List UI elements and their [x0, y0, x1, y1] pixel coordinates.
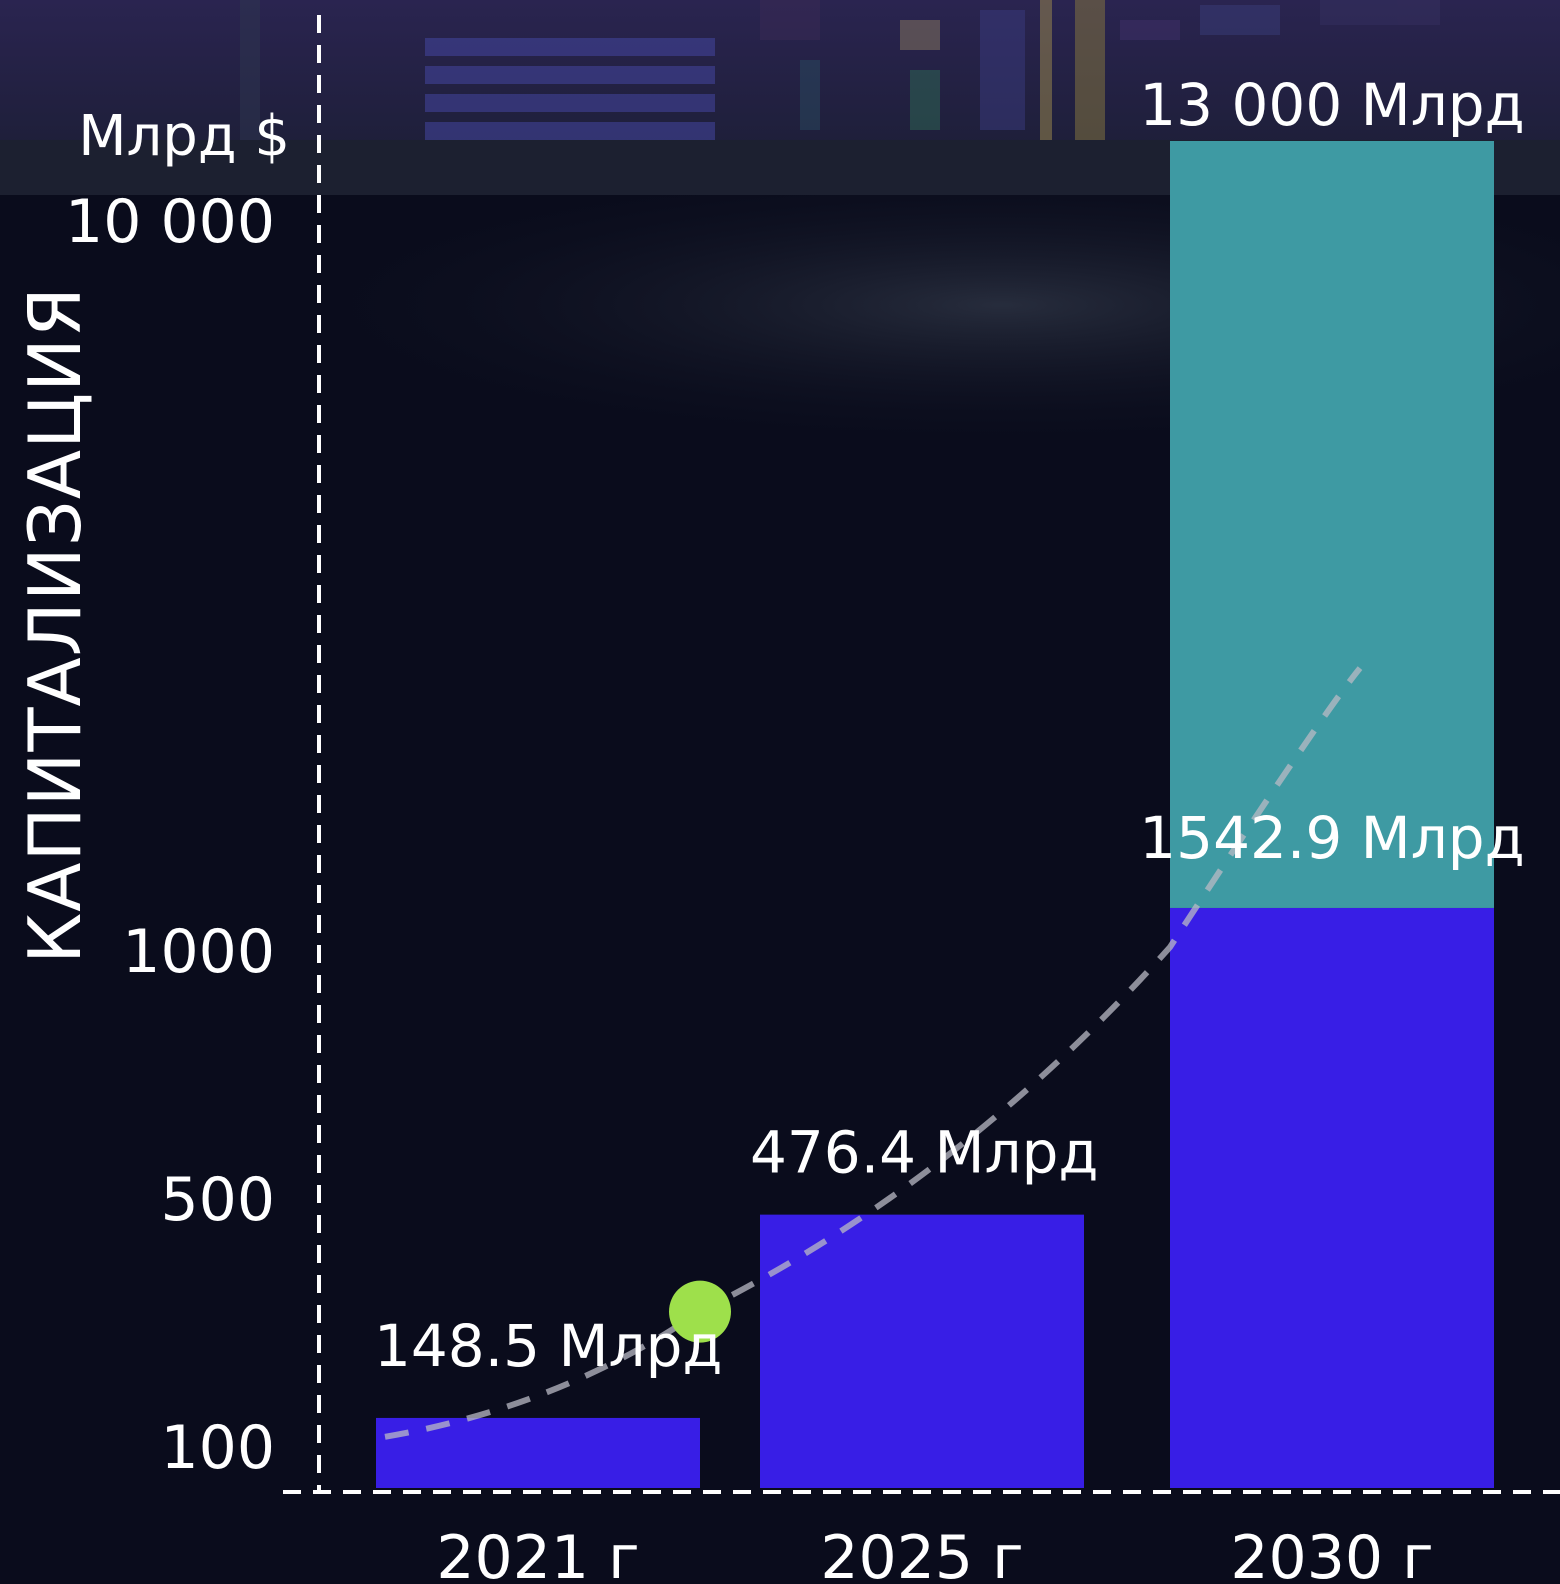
- axes: [283, 15, 1560, 1494]
- bar-2: [1170, 907, 1494, 1488]
- bar-1: [760, 1214, 1084, 1488]
- x-tick-label-0: 2021 г: [436, 1523, 639, 1584]
- bars: [376, 141, 1494, 1488]
- value-label-1: 476.4 Млрд: [750, 1119, 1099, 1187]
- y-tick-label-3: 10 000: [65, 187, 275, 257]
- y-unit-label: Млрд $: [78, 104, 290, 169]
- bar-0: [376, 1417, 700, 1488]
- bar-extension: [1170, 141, 1494, 908]
- trend-marker: [669, 1280, 731, 1343]
- value-labels: 148.5 Млрд 476.4 Млрд 1542.9 Млрд 13 000 Мл…: [374, 71, 1525, 1380]
- value-label-0: 148.5 Млрд: [374, 1312, 723, 1380]
- y-tick-label-1: 500: [160, 1165, 275, 1235]
- value-label-extension: 13 000 Млрд: [1139, 71, 1524, 139]
- x-tick-label-1: 2025 г: [820, 1523, 1023, 1584]
- y-ticks: 100 500 1000 10 000: [65, 187, 275, 1483]
- y-tick-label-0: 100: [160, 1413, 275, 1483]
- y-tick-label-2: 1000: [122, 917, 275, 987]
- x-tick-label-2: 2030 г: [1230, 1523, 1433, 1584]
- y-axis-title: КАПИТАЛИЗАЦИЯ: [13, 286, 97, 964]
- x-labels: 2021 г 2025 г 2030 г: [436, 1523, 1433, 1584]
- trend-line: [384, 666, 1363, 1440]
- value-label-2: 1542.9 Млрд: [1139, 804, 1524, 872]
